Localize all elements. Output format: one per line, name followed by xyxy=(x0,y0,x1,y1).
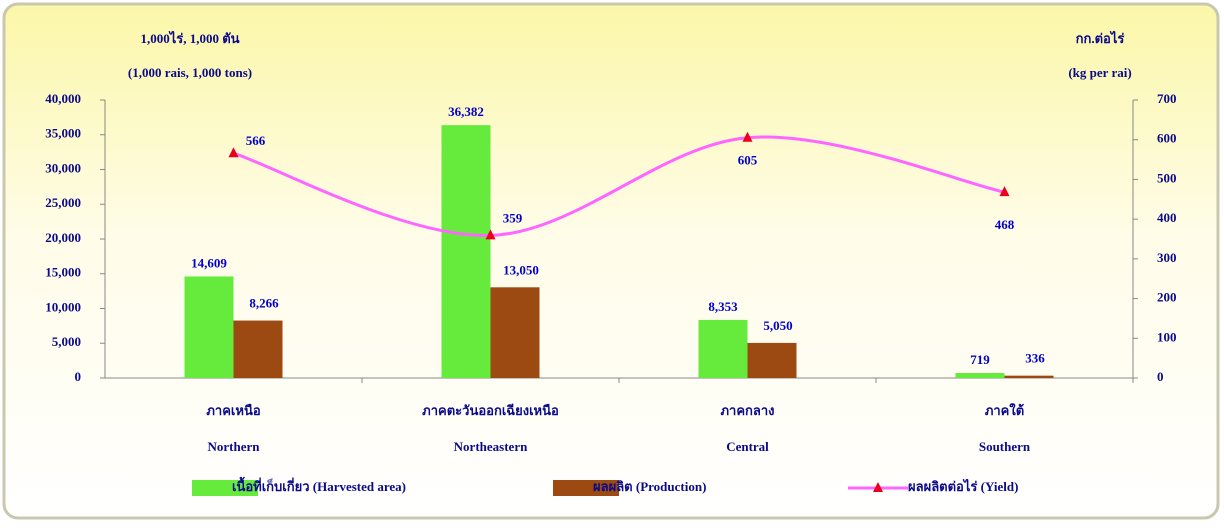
value-label: 36,382 xyxy=(448,104,484,119)
marker xyxy=(485,229,496,240)
value-label: 719 xyxy=(970,352,990,367)
y2-axis-label: กก.ต่อไร่ xyxy=(1076,30,1125,46)
legend-label: ผลผลิตต่อไร่ (Yield) xyxy=(908,478,1018,494)
y2-tick-label: 100 xyxy=(1157,329,1177,344)
bar xyxy=(233,320,283,378)
y2-axis-label: (kg per rai) xyxy=(1068,65,1131,80)
legend-label: ผลผลิต (Production) xyxy=(593,479,706,494)
y-tick-label: 10,000 xyxy=(45,299,81,314)
value-label: 566 xyxy=(246,133,266,148)
y2-tick-label: 300 xyxy=(1157,250,1177,265)
marker xyxy=(999,186,1010,197)
y-tick-label: 0 xyxy=(75,369,82,384)
x-tick-label: ภาคใต้ xyxy=(985,402,1024,418)
legend-marker xyxy=(873,482,883,492)
y2-tick-label: 700 xyxy=(1157,91,1177,106)
y-tick-label: 30,000 xyxy=(45,160,81,175)
y-tick-label: 35,000 xyxy=(45,126,81,141)
x-tick-label: Southern xyxy=(979,439,1031,454)
bar xyxy=(184,276,234,378)
x-tick-label: Northern xyxy=(208,439,261,454)
bar xyxy=(490,287,540,378)
y-tick-label: 40,000 xyxy=(45,91,81,106)
legend-label: เนื้อที่เก็บเกี่ยว (Harvested area) xyxy=(232,476,406,494)
value-label: 8,353 xyxy=(708,299,738,314)
value-label: 8,266 xyxy=(249,296,279,311)
y2-tick-label: 600 xyxy=(1157,131,1177,146)
x-tick-label: ภาคกลาง xyxy=(720,403,774,418)
bar xyxy=(1004,375,1054,378)
value-label: 14,609 xyxy=(191,255,227,270)
x-tick-label: Northeastern xyxy=(454,439,528,454)
bar xyxy=(747,342,797,378)
y-axis-label: 1,000ไร่, 1,000 ตัน xyxy=(140,30,239,46)
y-tick-label: 20,000 xyxy=(45,230,81,245)
bar xyxy=(698,319,748,378)
y2-tick-label: 200 xyxy=(1157,290,1177,305)
legend-swatch xyxy=(553,480,619,496)
value-label: 13,050 xyxy=(503,262,539,277)
value-label: 336 xyxy=(1025,351,1045,366)
x-tick-label: ภาคเหนือ xyxy=(206,403,260,418)
y2-tick-label: 400 xyxy=(1157,210,1177,225)
y2-tick-label: 500 xyxy=(1157,170,1177,185)
value-label: 468 xyxy=(995,217,1015,232)
bar xyxy=(441,125,491,378)
y-tick-label: 5,000 xyxy=(52,334,81,349)
legend-swatch xyxy=(192,480,258,496)
y-tick-label: 25,000 xyxy=(45,195,81,210)
y-axis-label: (1,000 rais, 1,000 tons) xyxy=(128,65,252,80)
y-tick-label: 15,000 xyxy=(45,265,81,280)
panel xyxy=(2,2,1220,520)
y2-tick-label: 0 xyxy=(1157,369,1164,384)
line xyxy=(233,135,1005,237)
value-label: 359 xyxy=(503,210,523,225)
value-label: 605 xyxy=(738,153,758,168)
x-tick-label: Central xyxy=(726,439,769,454)
marker xyxy=(228,147,239,158)
value-label: 5,050 xyxy=(763,318,792,333)
bar xyxy=(955,373,1005,378)
marker xyxy=(742,131,753,142)
x-tick-label: ภาคตะวันออกเฉียงเหนือ xyxy=(422,403,559,418)
